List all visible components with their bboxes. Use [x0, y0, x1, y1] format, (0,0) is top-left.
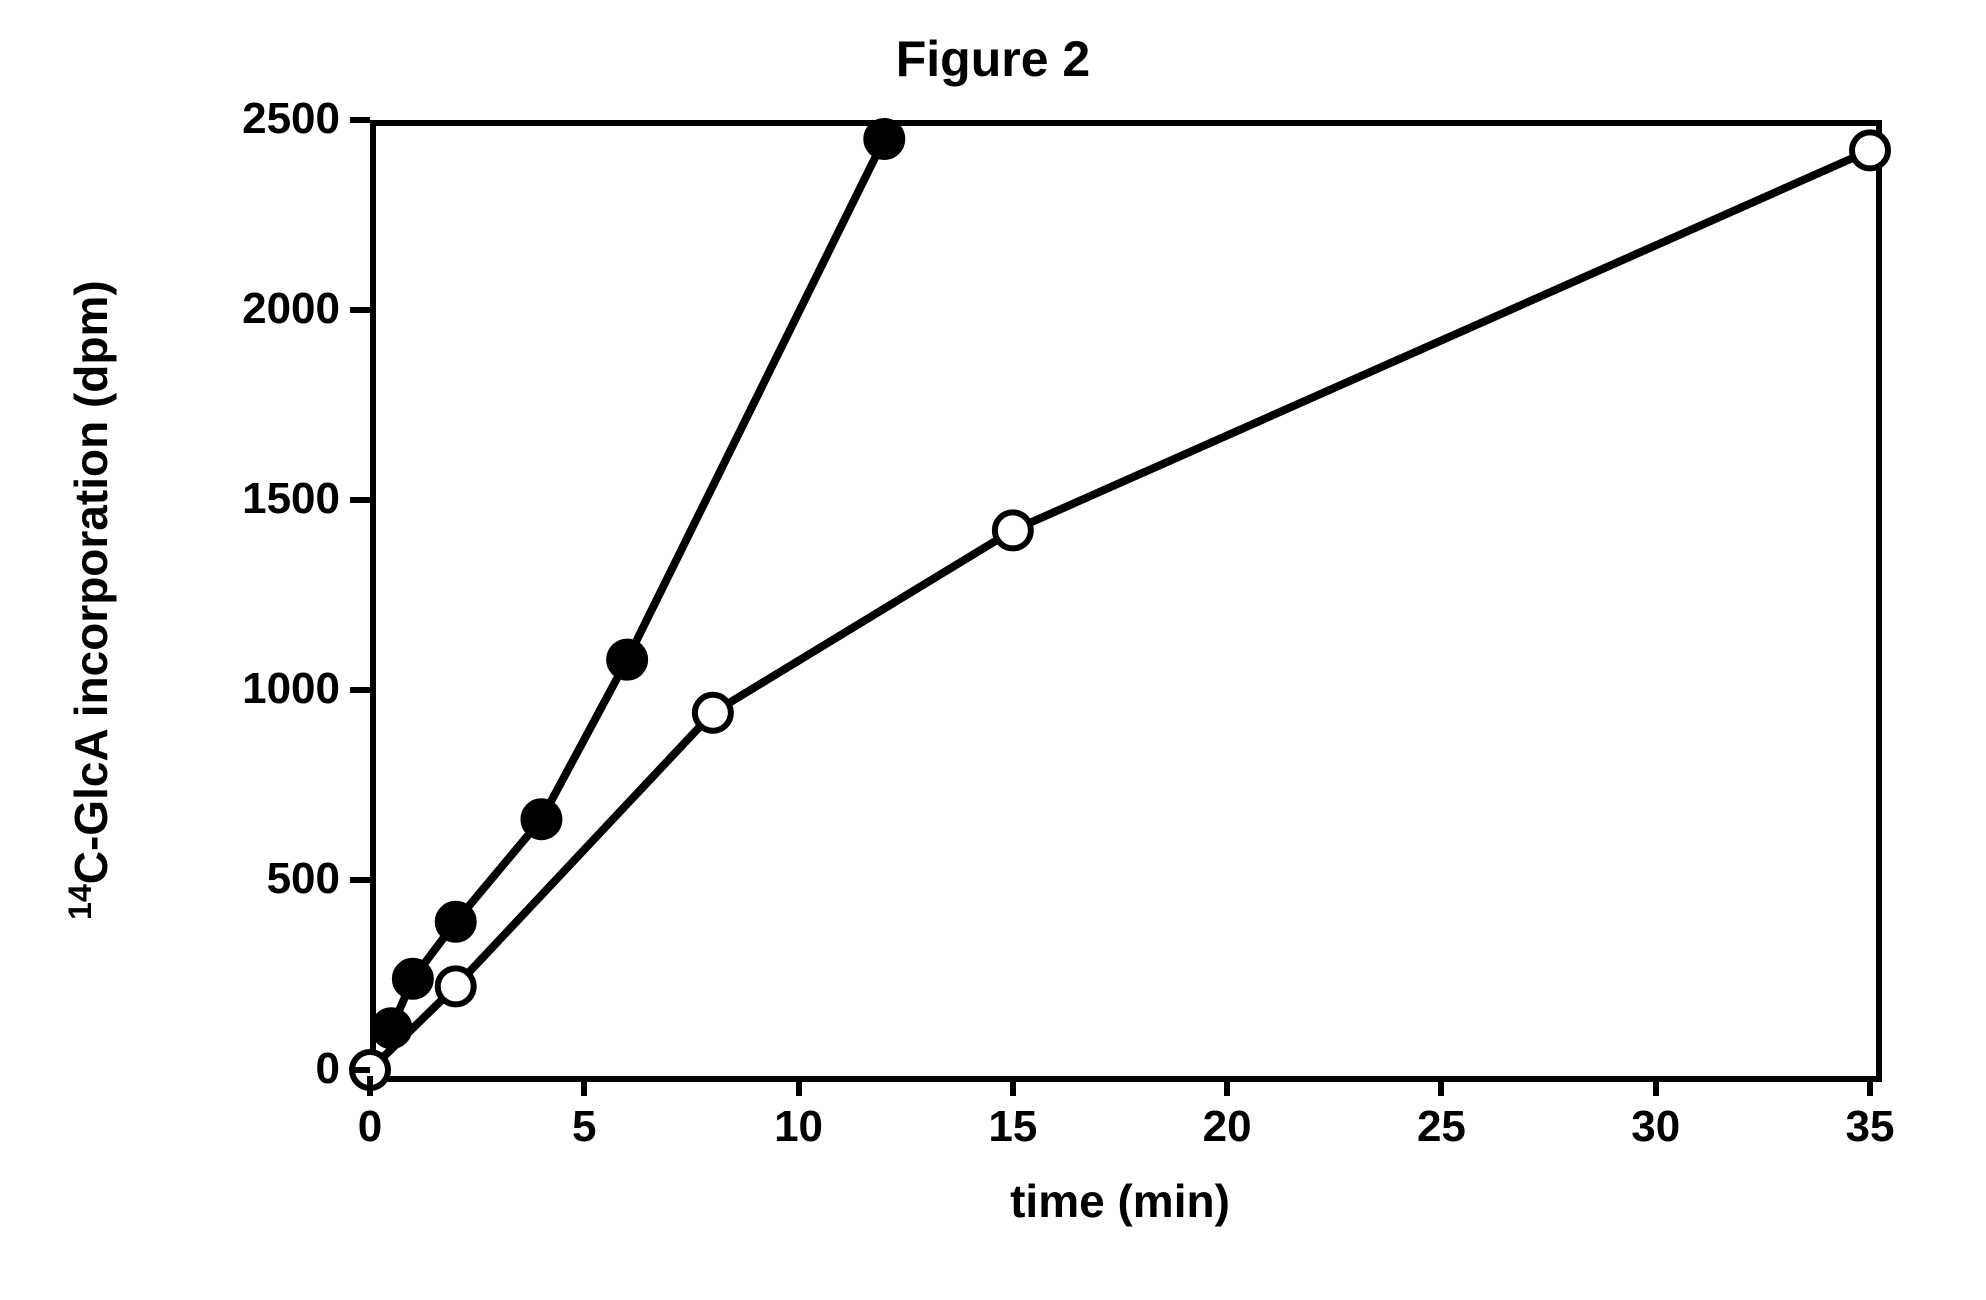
x-tick-label: 10 [749, 1102, 849, 1152]
x-tick [581, 1076, 587, 1096]
y-tick-label: 2000 [190, 284, 340, 334]
x-tick-label: 35 [1820, 1102, 1920, 1152]
series-marker-filled [609, 642, 645, 678]
x-tick [1867, 1076, 1873, 1096]
series-marker-open [1852, 132, 1888, 168]
y-tick-label: 0 [190, 1044, 340, 1094]
x-tick [1010, 1076, 1016, 1096]
x-tick-label: 5 [534, 1102, 634, 1152]
x-tick [1224, 1076, 1230, 1096]
series-marker-filled [866, 121, 902, 157]
figure-container: Figure 2 14C-GlcA incorporation (dpm) ti… [0, 0, 1986, 1300]
x-tick-label: 20 [1177, 1102, 1277, 1152]
y-tick [350, 497, 370, 503]
series-marker-filled [438, 904, 474, 940]
x-tick-label: 30 [1606, 1102, 1706, 1152]
x-axis-label: time (min) [370, 1174, 1870, 1228]
series-marker-open [438, 968, 474, 1004]
y-tick [350, 1067, 370, 1073]
y-tick [350, 877, 370, 883]
y-tick-label: 2500 [190, 94, 340, 144]
series-marker-open [995, 512, 1031, 548]
series-line-filled [391, 139, 884, 1028]
y-tick-label: 1500 [190, 474, 340, 524]
y-tick [350, 687, 370, 693]
series-line-open [370, 150, 1870, 1070]
series-marker-filled [523, 801, 559, 837]
series-marker-open [695, 695, 731, 731]
y-tick [350, 117, 370, 123]
y-tick-label: 500 [190, 854, 340, 904]
series-marker-filled [395, 961, 431, 997]
x-tick [1438, 1076, 1444, 1096]
x-tick [796, 1076, 802, 1096]
y-tick-label: 1000 [190, 664, 340, 714]
x-tick-label: 0 [320, 1102, 420, 1152]
y-axis-label: 14C-GlcA incorporation (dpm) [62, 100, 118, 1100]
x-tick [1653, 1076, 1659, 1096]
y-tick [350, 307, 370, 313]
x-tick-label: 25 [1391, 1102, 1491, 1152]
x-tick [367, 1076, 373, 1096]
x-tick-label: 15 [963, 1102, 1063, 1152]
